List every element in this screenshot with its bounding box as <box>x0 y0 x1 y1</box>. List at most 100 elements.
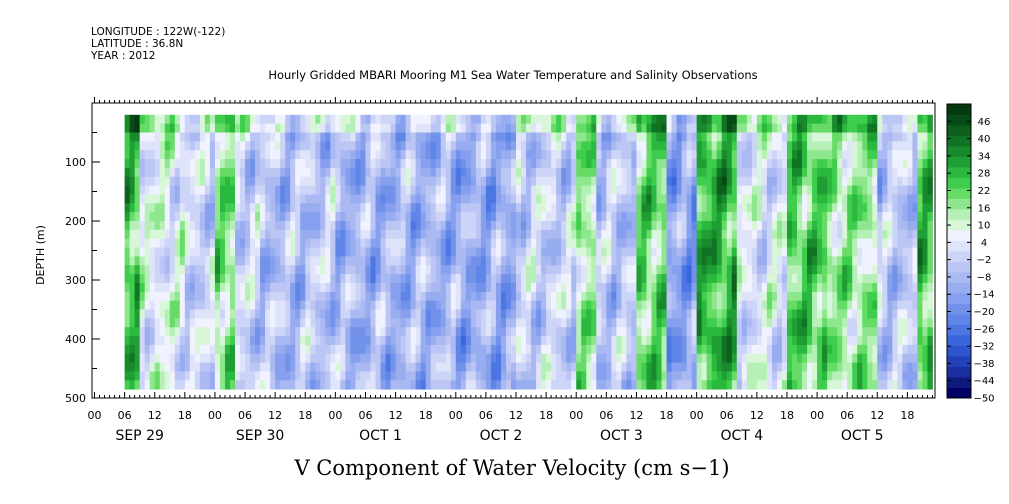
heatmap-cell <box>741 194 748 204</box>
heatmap-cell <box>330 185 336 195</box>
heatmap-cell <box>797 212 803 222</box>
heatmap-cell <box>380 327 386 337</box>
heatmap-cell <box>636 176 642 186</box>
heatmap-cell <box>606 274 612 284</box>
heatmap-cell <box>817 353 823 363</box>
heatmap-cell <box>300 274 306 284</box>
heatmap-cell <box>144 141 151 151</box>
heatmap-cell <box>887 221 893 231</box>
heatmap-cell <box>224 167 231 178</box>
heatmap-cell <box>802 380 808 390</box>
heatmap-cell <box>144 309 151 319</box>
heatmap-cell <box>541 221 547 231</box>
heatmap-cell <box>596 282 602 293</box>
heatmap-cell <box>445 353 452 363</box>
heatmap-cell <box>470 123 477 133</box>
heatmap-cell <box>827 274 833 284</box>
heatmap-cell <box>199 194 206 204</box>
heatmap-cell <box>897 300 903 310</box>
heatmap-cell <box>405 114 412 125</box>
heatmap-cell <box>224 159 231 169</box>
heatmap-cell <box>812 291 818 302</box>
heatmap-cell <box>169 265 176 275</box>
heatmap-cell <box>325 318 331 328</box>
heatmap-cell <box>852 309 858 319</box>
heatmap-cell <box>721 123 728 133</box>
heatmap-cell <box>340 159 346 169</box>
heatmap-cell <box>776 353 783 363</box>
heatmap-cell <box>656 167 662 178</box>
heatmap-cell <box>440 256 447 266</box>
heatmap-cell <box>857 221 863 231</box>
heatmap-cell <box>124 344 131 355</box>
heatmap-cell <box>852 123 858 133</box>
heatmap-cell <box>721 238 728 248</box>
heatmap-cell <box>546 185 552 195</box>
heatmap-cell <box>285 114 291 125</box>
heatmap-cell <box>335 185 341 195</box>
heatmap-cell <box>591 256 597 266</box>
heatmap-cell <box>335 194 341 204</box>
heatmap-cell <box>776 247 783 257</box>
heatmap-cell <box>691 159 698 169</box>
heatmap-cell <box>786 327 793 337</box>
heatmap-cell <box>365 132 371 142</box>
heatmap-cell <box>802 282 808 293</box>
heatmap-cell <box>776 274 783 284</box>
heatmap-cell <box>425 336 432 346</box>
heatmap-cell <box>877 371 883 381</box>
heatmap-cell <box>556 167 562 178</box>
heatmap-cell <box>285 274 291 284</box>
heatmap-cell <box>681 150 688 160</box>
heatmap-cell <box>837 274 843 284</box>
heatmap-cell <box>245 123 251 133</box>
heatmap-cell <box>581 114 587 125</box>
heatmap-cell <box>400 159 407 169</box>
heatmap-cell <box>536 123 542 133</box>
heatmap-cell <box>435 238 442 248</box>
heatmap-cell <box>144 212 151 222</box>
heatmap-cell <box>606 327 612 337</box>
heatmap-cell <box>817 176 823 186</box>
heatmap-cell <box>721 132 728 142</box>
heatmap-cell <box>395 309 401 319</box>
heatmap-cell <box>430 380 437 390</box>
heatmap-cell <box>842 344 848 355</box>
heatmap-cell <box>134 274 141 284</box>
heatmap-cell <box>380 167 386 178</box>
heatmap-cell <box>636 167 642 178</box>
heatmap-cell <box>691 238 698 248</box>
heatmap-cell <box>510 327 517 337</box>
heatmap-cell <box>776 371 783 381</box>
heatmap-cell <box>746 194 753 204</box>
heatmap-cell <box>832 247 838 257</box>
heatmap-cell <box>832 291 838 302</box>
heatmap-cell <box>586 229 592 240</box>
heatmap-cell <box>701 114 708 125</box>
heatmap-cell <box>887 176 893 186</box>
heatmap-cell <box>917 300 923 310</box>
heatmap-cell <box>480 380 487 390</box>
heatmap-cell <box>651 344 657 355</box>
heatmap-cell <box>681 318 688 328</box>
heatmap-cell <box>370 336 376 346</box>
heatmap-cell <box>646 229 652 240</box>
heatmap-cell <box>611 159 617 169</box>
heatmap-cell <box>536 132 542 142</box>
heatmap-cell <box>741 123 748 133</box>
heatmap-cell <box>812 176 818 186</box>
heatmap-cell <box>460 238 467 248</box>
heatmap-cell <box>877 274 883 284</box>
heatmap-cell <box>375 327 381 337</box>
heatmap-cell <box>184 300 191 310</box>
heatmap-cell <box>882 141 888 151</box>
heatmap-cell <box>315 203 321 213</box>
heatmap-cell <box>832 150 838 160</box>
heatmap-cell <box>300 256 306 266</box>
heatmap-cell <box>671 309 677 319</box>
heatmap-cell <box>646 344 652 355</box>
heatmap-cell <box>405 167 412 178</box>
heatmap-cell <box>716 362 723 372</box>
heatmap-cell <box>295 265 301 275</box>
heatmap-cell <box>681 212 688 222</box>
